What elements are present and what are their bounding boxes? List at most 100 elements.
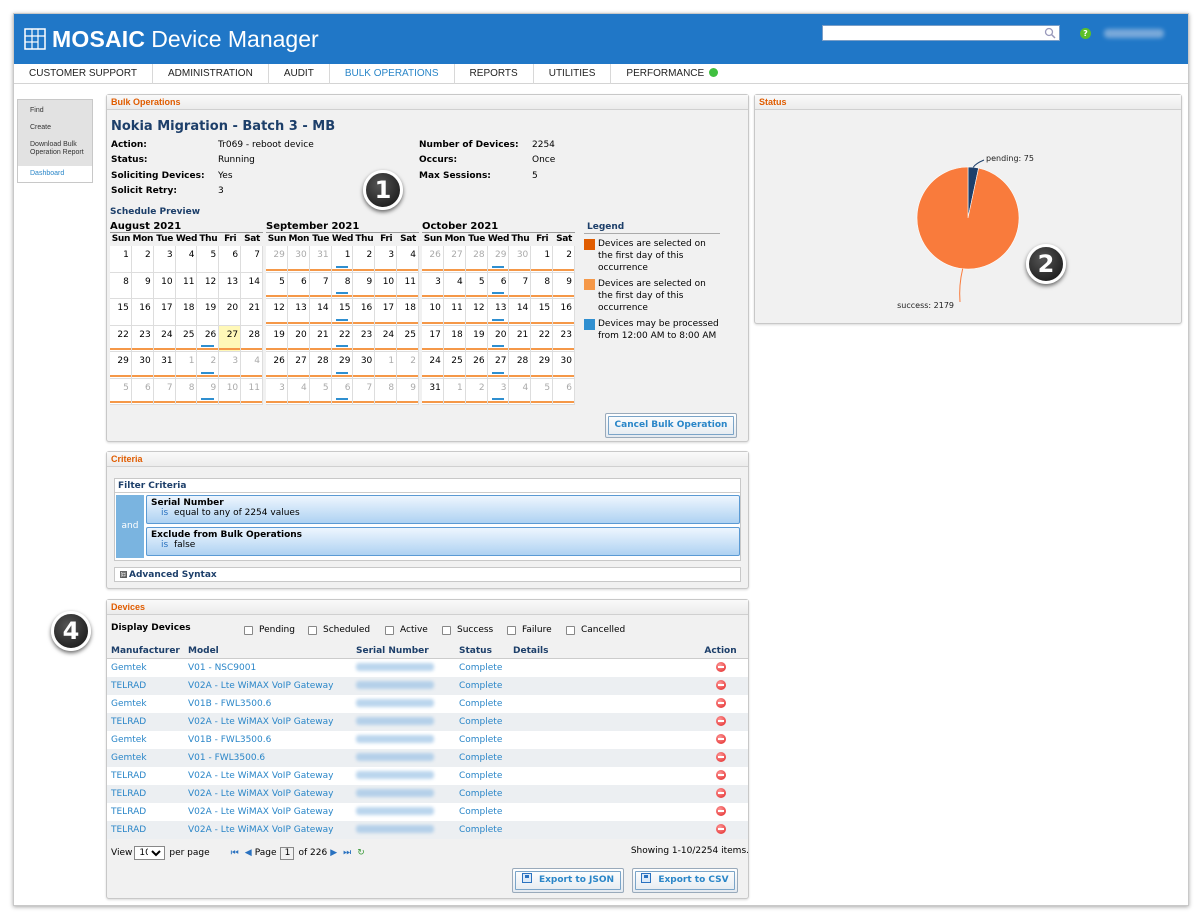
calendar-day[interactable]: 6 bbox=[219, 246, 242, 273]
calendar-day[interactable]: 3 bbox=[422, 272, 444, 299]
col-serial[interactable]: Serial Number bbox=[356, 646, 429, 656]
model-link[interactable]: V02A - Lte WiMAX VoIP Gateway bbox=[188, 771, 334, 781]
calendar-day[interactable]: 21 bbox=[241, 299, 263, 326]
calendar-day[interactable]: 9 bbox=[197, 378, 220, 405]
calendar-day[interactable]: 5 bbox=[197, 246, 220, 273]
calendar-day[interactable]: 15 bbox=[531, 299, 554, 326]
calendar-day[interactable]: 1 bbox=[443, 378, 466, 405]
calendar-day[interactable]: 9 bbox=[553, 272, 575, 299]
calendar-day[interactable]: 2 bbox=[553, 246, 575, 273]
calendar-day[interactable]: 22 bbox=[331, 325, 354, 352]
calendar-day[interactable]: 29 bbox=[531, 352, 554, 379]
help-icon[interactable]: ? bbox=[1080, 28, 1091, 39]
calendar-day[interactable]: 4 bbox=[443, 272, 466, 299]
calendar-day[interactable]: 5 bbox=[309, 378, 332, 405]
calendar-day[interactable]: 29 bbox=[266, 246, 288, 273]
calendar-day[interactable]: 27 bbox=[287, 352, 310, 379]
calendar-day[interactable]: 31 bbox=[309, 246, 332, 273]
remove-icon[interactable] bbox=[715, 733, 726, 744]
calendar-day[interactable]: 28 bbox=[509, 352, 532, 379]
calendar-day[interactable]: 28 bbox=[241, 325, 263, 352]
calendar-day[interactable]: 23 bbox=[353, 325, 376, 352]
calendar-day[interactable]: 19 bbox=[197, 299, 220, 326]
calendar-day[interactable]: 27 bbox=[487, 352, 510, 379]
serial-number-link[interactable] bbox=[356, 752, 459, 764]
status-link[interactable]: Complete bbox=[459, 789, 503, 799]
refresh-icon[interactable]: ↻ bbox=[357, 848, 365, 858]
calendar-day[interactable]: 12 bbox=[266, 299, 288, 326]
calendar-day[interactable]: 5 bbox=[531, 378, 554, 405]
remove-icon[interactable] bbox=[715, 751, 726, 762]
serial-number-link[interactable] bbox=[356, 806, 459, 818]
filter-failure-checkbox[interactable]: Failure bbox=[507, 625, 552, 635]
calendar-day[interactable]: 6 bbox=[331, 378, 354, 405]
calendar-day[interactable]: 21 bbox=[309, 325, 332, 352]
calendar-day[interactable]: 25 bbox=[443, 352, 466, 379]
status-link[interactable]: Complete bbox=[459, 699, 503, 709]
calendar-day[interactable]: 9 bbox=[353, 272, 376, 299]
status-link[interactable]: Complete bbox=[459, 807, 503, 817]
remove-icon[interactable] bbox=[715, 823, 726, 834]
remove-icon[interactable] bbox=[715, 769, 726, 780]
nav-administration[interactable]: ADMINISTRATION bbox=[153, 64, 269, 84]
last-page-icon[interactable]: ⏭ bbox=[343, 848, 352, 858]
calendar-day[interactable]: 8 bbox=[175, 378, 198, 405]
calendar-day[interactable]: 6 bbox=[553, 378, 575, 405]
filter-scheduled-checkbox[interactable]: Scheduled bbox=[308, 625, 370, 635]
calendar-day[interactable]: 7 bbox=[153, 378, 176, 405]
calendar-day[interactable]: 1 bbox=[331, 246, 354, 273]
sidebar-item-create[interactable]: Create bbox=[30, 124, 52, 131]
calendar-day[interactable]: 20 bbox=[487, 325, 510, 352]
manufacturer-link[interactable]: TELRAD bbox=[111, 717, 147, 727]
sidebar-item-download-report[interactable]: Download Bulk Operation Report bbox=[30, 141, 84, 156]
calendar-day[interactable]: 25 bbox=[397, 325, 419, 352]
serial-number-link[interactable] bbox=[356, 734, 459, 746]
user-name[interactable] bbox=[1104, 29, 1164, 38]
calendar-day[interactable]: 19 bbox=[465, 325, 488, 352]
calendar-day[interactable]: 5 bbox=[465, 272, 488, 299]
calendar-day[interactable]: 27 bbox=[219, 325, 242, 352]
export-csv-button[interactable]: Export to CSV bbox=[632, 868, 738, 893]
model-link[interactable]: V02A - Lte WiMAX VoIP Gateway bbox=[188, 807, 334, 817]
calendar-day[interactable]: 26 bbox=[197, 325, 220, 352]
remove-icon[interactable] bbox=[715, 661, 726, 672]
calendar-day[interactable]: 5 bbox=[266, 272, 288, 299]
calendar-day[interactable]: 10 bbox=[422, 299, 444, 326]
calendar-day[interactable]: 24 bbox=[375, 325, 398, 352]
calendar-day[interactable]: 2 bbox=[397, 352, 419, 379]
model-link[interactable]: V01B - FWL3500.6 bbox=[188, 699, 272, 709]
filter-cancelled-checkbox[interactable]: Cancelled bbox=[566, 625, 625, 635]
calendar-day[interactable]: 13 bbox=[487, 299, 510, 326]
filter-pending-checkbox[interactable]: Pending bbox=[244, 625, 295, 635]
calendar-day[interactable]: 1 bbox=[110, 246, 132, 273]
calendar-day[interactable]: 4 bbox=[509, 378, 532, 405]
status-link[interactable]: Complete bbox=[459, 663, 503, 673]
calendar-day[interactable]: 2 bbox=[353, 246, 376, 273]
criterion-exclude-bulk[interactable]: Exclude from Bulk Operations is false bbox=[146, 527, 740, 556]
calendar-day[interactable]: 26 bbox=[465, 352, 488, 379]
manufacturer-link[interactable]: TELRAD bbox=[111, 771, 147, 781]
calendar-day[interactable]: 30 bbox=[287, 246, 310, 273]
serial-number-link[interactable] bbox=[356, 662, 459, 674]
calendar-day[interactable]: 12 bbox=[197, 272, 220, 299]
calendar-day[interactable]: 7 bbox=[241, 246, 263, 273]
calendar-day[interactable]: 2 bbox=[465, 378, 488, 405]
criterion-serial-number[interactable]: Serial Number is equal to any of 2254 va… bbox=[146, 495, 740, 524]
calendar-day[interactable]: 7 bbox=[509, 272, 532, 299]
sidebar-item-find[interactable]: Find bbox=[30, 107, 44, 114]
filter-success-checkbox[interactable]: Success bbox=[442, 625, 493, 635]
calendar-day[interactable]: 14 bbox=[509, 299, 532, 326]
col-manufacturer[interactable]: Manufacturer bbox=[111, 646, 180, 656]
calendar-day[interactable]: 16 bbox=[131, 299, 154, 326]
calendar-day[interactable]: 6 bbox=[487, 272, 510, 299]
calendar-day[interactable]: 3 bbox=[153, 246, 176, 273]
remove-icon[interactable] bbox=[715, 787, 726, 798]
nav-performance[interactable]: PERFORMANCE bbox=[611, 64, 733, 84]
calendar-day[interactable]: 18 bbox=[175, 299, 198, 326]
calendar-day[interactable]: 29 bbox=[331, 352, 354, 379]
calendar-day[interactable]: 4 bbox=[175, 246, 198, 273]
model-link[interactable]: V02A - Lte WiMAX VoIP Gateway bbox=[188, 717, 334, 727]
calendar-day[interactable]: 10 bbox=[219, 378, 242, 405]
serial-number-link[interactable] bbox=[356, 680, 459, 692]
prev-page-icon[interactable]: ◀ bbox=[244, 848, 252, 858]
